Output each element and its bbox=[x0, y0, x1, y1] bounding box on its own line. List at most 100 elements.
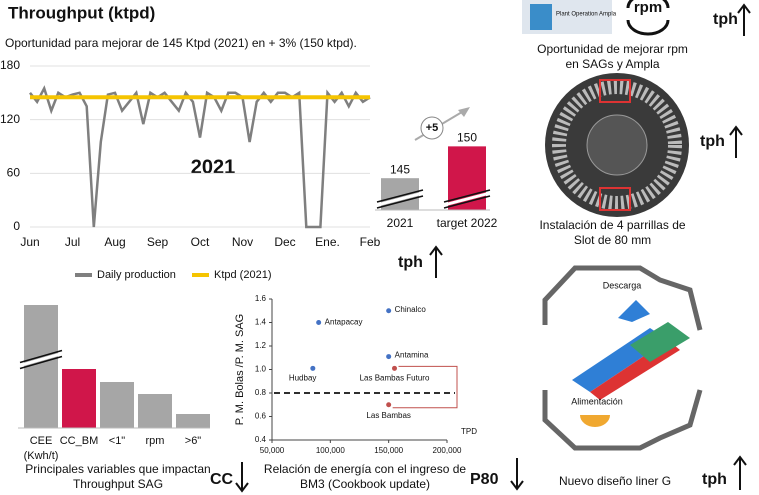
y-tick-label: 60 bbox=[7, 166, 21, 180]
point bbox=[386, 402, 392, 408]
bar bbox=[138, 394, 172, 428]
feed-label: Alimentación bbox=[571, 396, 623, 406]
y-tick-label: 0 bbox=[13, 219, 20, 233]
up-arrow bbox=[737, 3, 751, 36]
legend-label: Ktpd (2021) bbox=[214, 269, 271, 281]
rpm-arrow bbox=[626, 0, 670, 9]
logo-text: Plant Operation Ampla bbox=[556, 12, 617, 18]
point-label: Las Bambas Futuro bbox=[360, 373, 430, 382]
x-tick-label: Oct bbox=[191, 235, 210, 249]
year-annotation: 2021 bbox=[191, 156, 236, 178]
p80-label: P80 bbox=[470, 471, 499, 488]
point-label: Chinalco bbox=[395, 305, 427, 314]
x-tick-label: 50,000 bbox=[260, 446, 285, 455]
x-tick-label: 200,000 bbox=[433, 446, 462, 455]
caption: Principales variables que impactan Throu… bbox=[25, 462, 211, 491]
y-tick-label: 1.2 bbox=[255, 341, 267, 350]
liner-piece bbox=[618, 300, 650, 322]
axis-break bbox=[443, 189, 491, 209]
tph-label: tph bbox=[398, 254, 423, 271]
axis-break bbox=[376, 189, 424, 209]
x-tick-label: 100,000 bbox=[316, 446, 345, 455]
x-tick-label: Nov bbox=[232, 235, 253, 249]
rpm-arrow bbox=[626, 19, 670, 36]
subtitle: Oportunidad para mejorar de 145 Ktpd (20… bbox=[5, 36, 357, 50]
highlight-bracket bbox=[392, 365, 458, 409]
point-label: Antapacay bbox=[325, 318, 363, 327]
x-tick-label: CC_BM bbox=[59, 435, 99, 447]
y-tick-label: 1.6 bbox=[255, 294, 267, 303]
x-tick-label: rpm bbox=[145, 435, 165, 447]
liner-caption: Nuevo diseño liner G bbox=[558, 474, 672, 488]
y-tick-label: 120 bbox=[0, 112, 20, 126]
y-tick-label: 0.6 bbox=[255, 412, 267, 421]
y-axis-label: P. M. Bolas /P. M. SAG bbox=[234, 314, 246, 425]
x-tick-label: 2021 bbox=[386, 216, 414, 230]
x-tick-label: Jul bbox=[65, 235, 80, 249]
cc-label: CC bbox=[210, 471, 234, 488]
mill-center bbox=[586, 114, 648, 176]
point bbox=[386, 308, 392, 314]
liner-bar bbox=[630, 322, 690, 362]
tph-label: tph bbox=[713, 11, 738, 28]
x-tick-label: Aug bbox=[104, 235, 125, 249]
bar bbox=[100, 382, 134, 428]
point bbox=[386, 354, 392, 360]
rpm-caption: Oportunidad de mejorar rpm en SAGs y Amp… bbox=[537, 42, 688, 71]
value-label: 145 bbox=[390, 162, 410, 176]
data-line bbox=[29, 85, 371, 229]
discharge-label: Descarga bbox=[603, 280, 642, 290]
logo-icon bbox=[530, 4, 552, 30]
bar bbox=[176, 414, 210, 428]
point-label: Hudbay bbox=[289, 373, 317, 382]
x-tick-label: Dec bbox=[274, 235, 295, 249]
x-tick-label: Feb bbox=[360, 235, 381, 249]
x-tick-label: Ene. bbox=[315, 235, 340, 249]
axis-break-gap bbox=[20, 352, 62, 367]
tph-label: tph bbox=[700, 133, 725, 150]
y-tick-label: 1.0 bbox=[255, 365, 267, 374]
grate-highlight bbox=[599, 187, 631, 211]
legend-label: Daily production bbox=[97, 269, 176, 281]
down-arrow bbox=[235, 462, 249, 493]
bar bbox=[62, 369, 96, 428]
axis-break-gap bbox=[444, 191, 490, 207]
down-arrow bbox=[510, 458, 524, 491]
delta-badge bbox=[420, 116, 444, 140]
liner-piece bbox=[580, 415, 610, 427]
up-arrow bbox=[733, 455, 747, 490]
y-tick-label: 180 bbox=[0, 58, 20, 72]
x-tick-label: <1" bbox=[108, 435, 126, 447]
x-tick-label: target 2022 bbox=[436, 216, 498, 230]
mill-grates bbox=[552, 80, 682, 210]
rpm-icon: rpm bbox=[634, 0, 662, 16]
point bbox=[392, 365, 397, 371]
y-tick-label: 0.8 bbox=[255, 388, 267, 397]
axis-break-gap bbox=[377, 191, 423, 207]
value-label: 150 bbox=[457, 131, 477, 145]
liner-outline bbox=[542, 265, 703, 451]
grate-highlight bbox=[599, 79, 631, 103]
x-tick-label: >6" bbox=[184, 435, 202, 447]
axis-break bbox=[19, 349, 63, 370]
point bbox=[310, 365, 316, 371]
point bbox=[316, 320, 322, 325]
y-tick-label: 1.4 bbox=[255, 318, 267, 327]
tph-label: tph bbox=[702, 471, 727, 488]
grate-caption: Instalación de 4 parrillas de Slot de 80… bbox=[539, 218, 686, 247]
x-tick-label: 150,000 bbox=[374, 446, 403, 455]
x-tick-label: Jun bbox=[20, 235, 39, 249]
trend-arrowhead bbox=[458, 107, 470, 117]
up-arrow bbox=[729, 125, 743, 158]
x-axis-label: TPD bbox=[461, 427, 477, 436]
up-arrow bbox=[429, 245, 443, 278]
caption: Relación de energía con el ingreso de BM… bbox=[263, 462, 467, 491]
x-tick-label: CEE (Kwh/t) bbox=[23, 435, 59, 462]
point-label: Antamina bbox=[395, 351, 429, 360]
x-tick-label: Sep bbox=[147, 235, 169, 249]
delta-label: +5 bbox=[426, 122, 439, 134]
y-tick-label: 0.4 bbox=[255, 435, 267, 444]
chart-title: Throughput (ktpd) bbox=[8, 3, 155, 22]
